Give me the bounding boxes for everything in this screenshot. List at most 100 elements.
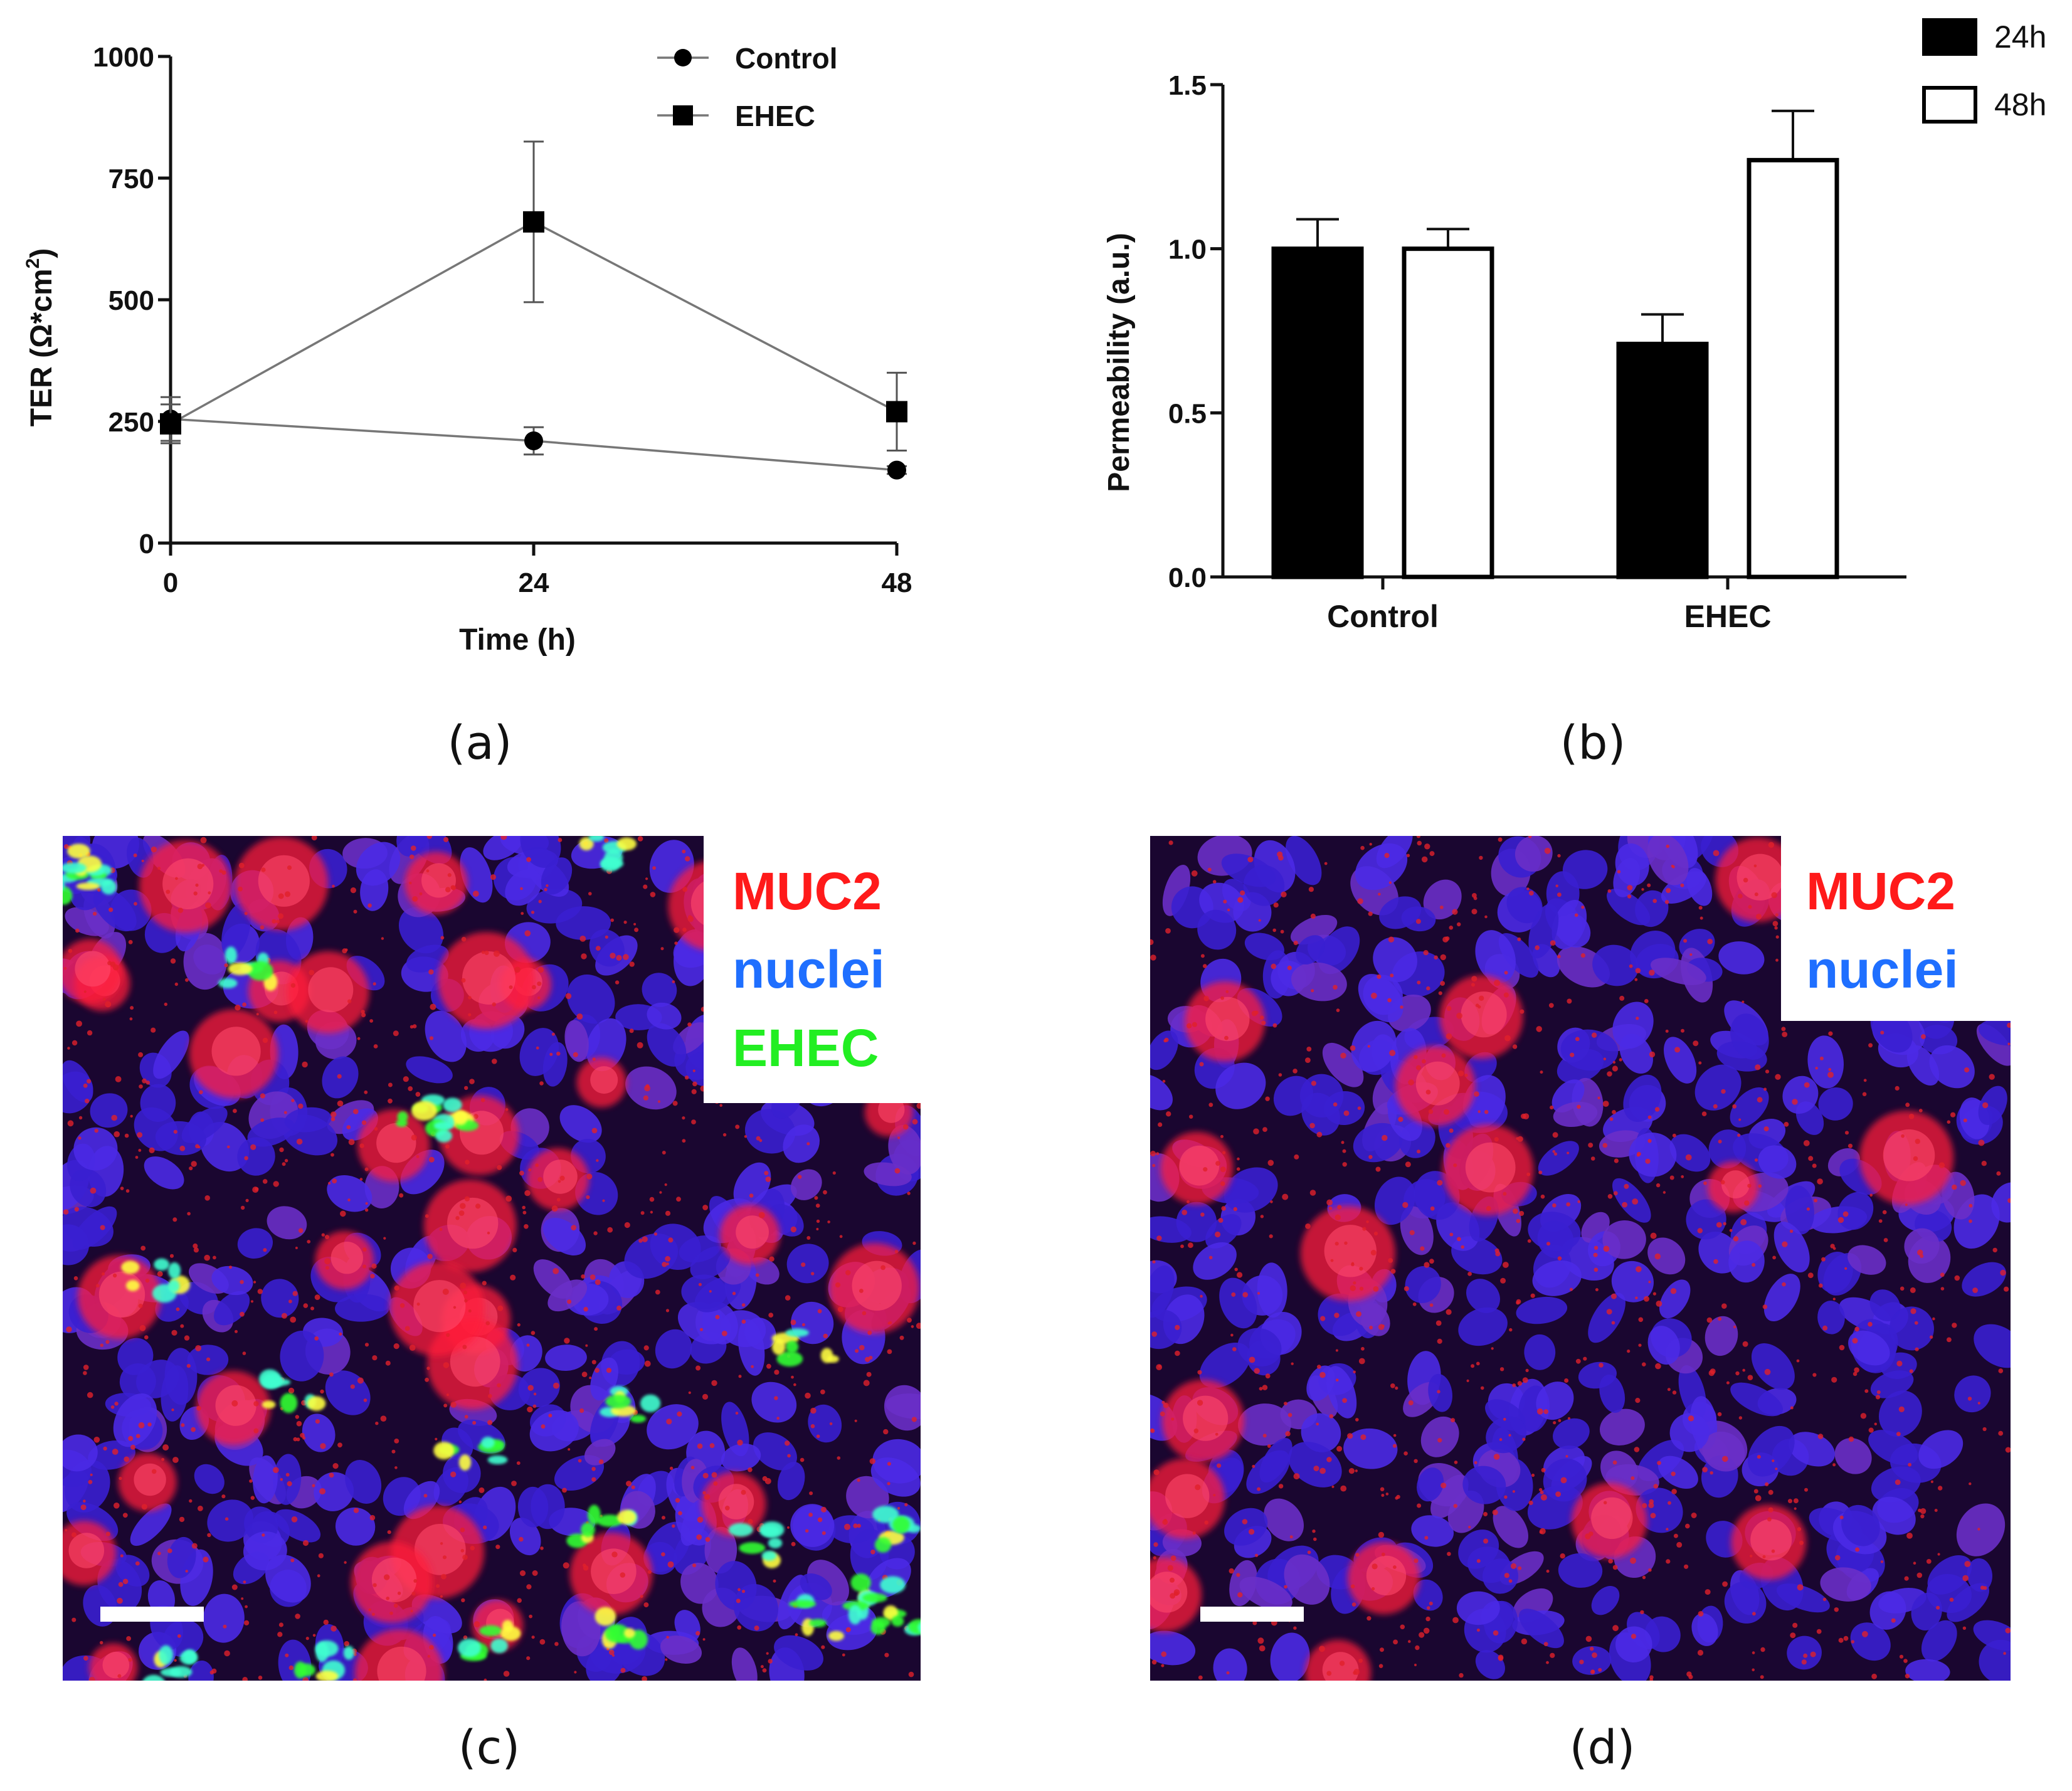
muc2-speckle xyxy=(774,1370,780,1375)
nucleus xyxy=(345,1460,382,1504)
muc2-speckle xyxy=(151,1469,157,1474)
muc2-speckle xyxy=(1733,1325,1736,1329)
muc2-speckle xyxy=(1336,1378,1339,1382)
muc2-speckle xyxy=(1962,1575,1969,1582)
muc2-speckle xyxy=(823,1190,827,1195)
ter-point-ehec xyxy=(523,211,544,233)
permeability-bar-ehec-24h xyxy=(1616,341,1709,579)
muc2-core xyxy=(1465,1142,1516,1193)
muc2-speckle xyxy=(1267,1160,1274,1166)
nucleus xyxy=(247,1117,295,1147)
muc2-speckle xyxy=(426,869,430,873)
muc2-speckle xyxy=(615,980,620,985)
muc2-speckle xyxy=(839,1235,843,1239)
ehec-bacteria xyxy=(820,1348,833,1363)
muc2-speckle xyxy=(586,1195,590,1200)
muc2-speckle xyxy=(231,1400,238,1407)
muc2-speckle xyxy=(253,1401,259,1407)
nucleus xyxy=(731,1647,758,1681)
muc2-speckle xyxy=(1782,1241,1788,1247)
muc2-speckle xyxy=(1527,1239,1531,1243)
muc2-speckle xyxy=(1479,995,1484,1001)
muc2-speckle xyxy=(411,845,416,851)
muc2-speckle xyxy=(291,1099,295,1102)
muc2-speckle xyxy=(1738,1416,1743,1420)
muc2-speckle xyxy=(1577,1200,1580,1203)
muc2-speckle xyxy=(1752,1612,1756,1616)
muc2-speckle xyxy=(140,1245,146,1251)
muc2-speckle xyxy=(249,1479,253,1483)
permeability-bar-control-24h xyxy=(1271,246,1364,579)
muc2-speckle xyxy=(332,884,335,888)
muc2-speckle xyxy=(134,902,137,906)
muc2-speckle xyxy=(75,928,80,933)
ehec-bacteria xyxy=(167,1279,180,1292)
muc2-speckle xyxy=(1701,1111,1707,1116)
muc2-speckle xyxy=(1449,1128,1454,1133)
muc2-speckle xyxy=(1452,909,1458,915)
muc2-speckle xyxy=(884,1652,889,1657)
muc2-speckle xyxy=(446,1333,450,1338)
muc2-speckle xyxy=(2004,1286,2009,1292)
muc2-speckle xyxy=(288,1299,292,1304)
ehec-bacteria xyxy=(307,1396,326,1411)
muc2-speckle xyxy=(262,1533,265,1537)
permeability-bar-control-48h xyxy=(1402,246,1494,579)
muc2-speckle xyxy=(692,1563,697,1568)
nucleus xyxy=(1927,1573,1972,1614)
muc2-speckle xyxy=(1974,908,1979,913)
muc2-speckle xyxy=(1503,1262,1509,1268)
muc2-speckle xyxy=(1685,1154,1692,1161)
muc2-speckle xyxy=(1449,1232,1454,1237)
muc2-speckle xyxy=(870,1550,875,1555)
nucleus xyxy=(1351,1020,1397,1072)
muc2-speckle xyxy=(672,980,675,983)
muc2-speckle xyxy=(735,1124,740,1129)
muc2-speckle xyxy=(103,998,106,1001)
muc2-speckle xyxy=(1642,1503,1647,1508)
muc2-speckle xyxy=(200,837,207,843)
muc2-speckle xyxy=(1415,919,1421,924)
muc2-speckle xyxy=(1341,1141,1345,1144)
muc2-speckle xyxy=(460,1203,466,1209)
nucleus xyxy=(214,1291,250,1326)
muc2-speckle xyxy=(1726,1381,1730,1385)
muc2-speckle xyxy=(755,1273,759,1277)
scale-bar xyxy=(100,1607,204,1622)
muc2-speckle xyxy=(754,1625,759,1631)
muc2-speckle xyxy=(1631,1476,1635,1481)
muc2-speckle xyxy=(1882,1210,1887,1215)
muc2-speckle xyxy=(1624,1183,1629,1189)
muc2-speckle xyxy=(253,1281,256,1284)
muc2-speckle xyxy=(1707,939,1713,944)
muc2-speckle xyxy=(83,1499,86,1503)
muc2-speckle xyxy=(83,1371,87,1375)
muc2-speckle xyxy=(203,1556,209,1563)
muc2-speckle xyxy=(1453,1504,1457,1508)
muc2-speckle xyxy=(704,1494,711,1500)
muc2-speckle xyxy=(1612,1110,1616,1114)
muc2-speckle xyxy=(1311,989,1314,993)
muc2-speckle xyxy=(1499,1438,1503,1441)
muc2-speckle xyxy=(1598,1667,1602,1672)
muc2-speckle xyxy=(393,1030,399,1037)
muc2-speckle xyxy=(1713,1104,1718,1109)
muc2-speckle xyxy=(527,1406,533,1413)
muc2-speckle xyxy=(887,1322,891,1325)
nucleus xyxy=(1841,1504,1880,1546)
muc2-speckle xyxy=(460,1282,467,1289)
muc2-speckle xyxy=(1329,1414,1334,1419)
muc2-speckle xyxy=(1414,1558,1419,1563)
muc2-speckle xyxy=(1477,1110,1481,1113)
muc2-speckle xyxy=(147,1422,152,1427)
muc2-speckle xyxy=(120,1186,124,1190)
muc2-speckle xyxy=(171,1408,174,1412)
nucleus xyxy=(1259,1438,1292,1483)
ehec-bacteria xyxy=(142,1674,166,1681)
muc2-speckle xyxy=(700,1086,706,1092)
muc2-speckle xyxy=(1681,1175,1684,1178)
muc2-speckle xyxy=(166,889,171,894)
muc2-speckle xyxy=(1331,1485,1335,1488)
muc2-speckle xyxy=(1188,1242,1193,1249)
muc2-speckle xyxy=(806,1236,811,1240)
